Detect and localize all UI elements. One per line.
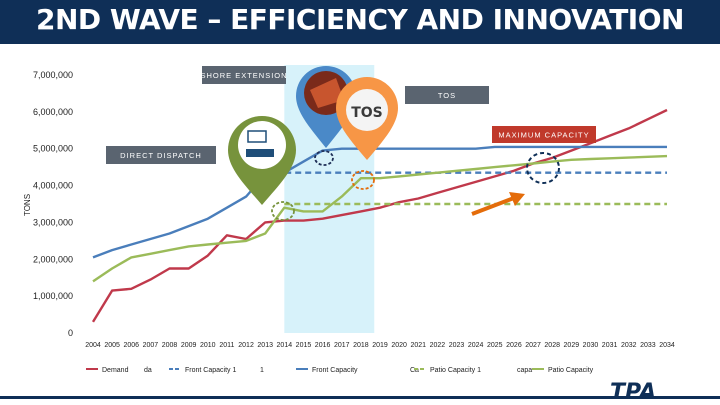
x-tick-label: 2008 xyxy=(162,342,178,349)
tos-logo-icon xyxy=(346,89,388,131)
y-tick-label: 6,000,000 xyxy=(33,107,73,117)
highlight-circle xyxy=(271,201,295,221)
trend-arrow-icon xyxy=(509,192,525,206)
x-tick-label: 2025 xyxy=(487,342,503,349)
legend-label: Demand xyxy=(102,367,129,374)
x-tick-label: 2012 xyxy=(238,342,254,349)
legend-label: Front Capacity xyxy=(312,367,358,374)
x-tick-label: 2017 xyxy=(334,342,350,349)
tpa-logo: TPA xyxy=(610,380,657,405)
title-bar xyxy=(0,0,720,44)
blue-location-pin-icon xyxy=(299,8,363,72)
shore-extension-label: SHORE EXTENSION xyxy=(200,71,287,80)
y-tick-label: 3,000,000 xyxy=(33,217,73,227)
x-tick-label: 2028 xyxy=(544,342,560,349)
page-title: 2ND WAVE – EFFICIENCY AND INNOVATION xyxy=(36,3,684,36)
y-tick-label: 1,000,000 xyxy=(33,291,73,301)
container-icon xyxy=(247,130,267,143)
maximum-capacity-label: MAXIMUM CAPACITY xyxy=(498,131,589,140)
x-tick-label: 2016 xyxy=(315,342,331,349)
x-tick-label: 2029 xyxy=(564,342,580,349)
direct-dispatch-label: DIRECT DISPATCH xyxy=(120,151,202,160)
series-layer xyxy=(91,108,668,323)
x-tick-label: 2013 xyxy=(257,342,273,349)
series-line xyxy=(92,154,668,283)
series-line xyxy=(91,108,668,323)
x-tick-label: 2005 xyxy=(104,342,120,349)
legend-label: 1 xyxy=(260,367,264,374)
legend-label: Patio Capacity 1 xyxy=(430,367,481,374)
legend-label: Front Capacity 1 xyxy=(185,367,236,374)
pins-layer: TOS xyxy=(228,8,398,205)
legend-label: da xyxy=(144,367,152,374)
y-axis-labels: 0 1,000,000 2,000,000 3,000,000 4,000,000 5,0… xyxy=(33,70,73,338)
y-tick-label: 4,000,000 xyxy=(33,181,73,191)
x-tick-label: 2004 xyxy=(85,342,101,349)
x-tick-label: 2024 xyxy=(468,342,484,349)
highlight-circle xyxy=(526,152,560,184)
tos-logo-text: TOS xyxy=(351,105,383,121)
x-tick-label: 2010 xyxy=(200,342,216,349)
tos-label: TOS xyxy=(438,91,456,100)
y-axis-title: TONS xyxy=(23,194,32,216)
x-tick-label: 2022 xyxy=(430,342,446,349)
x-tick-label: 2032 xyxy=(621,342,637,349)
legend-label: capa xyxy=(517,367,532,374)
crane-photo-icon xyxy=(310,78,344,108)
y-tick-label: 7,000,000 xyxy=(33,70,73,80)
x-tick-label: 2021 xyxy=(410,342,426,349)
shore-extension-box xyxy=(202,66,286,84)
x-tick-label: 2023 xyxy=(449,342,465,349)
x-tick-label: 2018 xyxy=(353,342,369,349)
x-tick-label: 2019 xyxy=(372,342,388,349)
x-tick-label: 2026 xyxy=(506,342,522,349)
highlight-circle xyxy=(351,170,375,190)
x-axis-labels: 2004 2005 2006 2007 2008 2009 2010 2011 2012 2013… xyxy=(85,342,675,349)
highlight-circle xyxy=(314,150,334,166)
x-tick-label: 2020 xyxy=(391,342,407,349)
x-tick-label: 2027 xyxy=(525,342,541,349)
container-icon xyxy=(238,121,286,169)
x-tick-label: 2011 xyxy=(219,342,234,349)
series-line xyxy=(92,145,667,259)
legend-label: Ca xyxy=(410,367,419,374)
tos-box xyxy=(405,86,489,104)
x-tick-label: 2034 xyxy=(659,342,675,349)
x-tick-label: 2030 xyxy=(583,342,599,349)
x-tick-label: 2033 xyxy=(640,342,656,349)
direct-dispatch-box xyxy=(106,146,216,164)
x-tick-label: 2031 xyxy=(602,342,618,349)
x-tick-label: 2007 xyxy=(143,342,159,349)
x-tick-label: 2015 xyxy=(296,342,312,349)
x-tick-label: 2009 xyxy=(181,342,197,349)
trend-arrow-icon xyxy=(471,196,515,216)
y-tick-label: 0 xyxy=(68,328,73,338)
maximum-capacity-box xyxy=(492,126,596,143)
y-tick-label: 2,000,000 xyxy=(33,254,73,264)
x-tick-label: 2014 xyxy=(277,342,293,349)
footer-line xyxy=(0,396,720,399)
y-tick-label: 5,000,000 xyxy=(33,144,73,154)
callouts-layer: SHORE EXTENSION TOS MAXIMUM CAPACITY DIR… xyxy=(106,66,596,221)
legend-label: Patio Capacity xyxy=(548,367,594,374)
x-tick-label: 2006 xyxy=(123,342,139,349)
truck-icon xyxy=(246,149,274,157)
legend: Demand da Front Capacity 1 1 Front Capacity C… xyxy=(86,367,594,374)
